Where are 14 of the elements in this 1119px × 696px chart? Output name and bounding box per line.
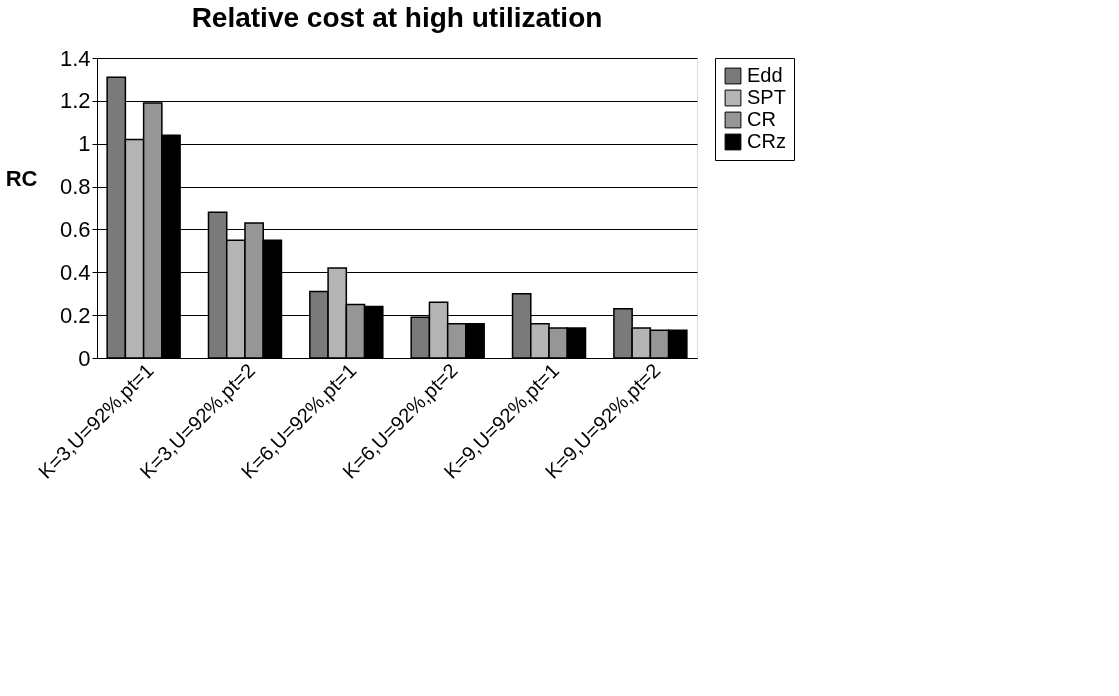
legend-label: CRz xyxy=(747,130,786,152)
y-tick-label: 1.2 xyxy=(59,88,91,114)
y-tick-label: 0 xyxy=(78,345,91,371)
legend-label: SPT xyxy=(747,86,786,108)
y-tick-label: 0.2 xyxy=(59,302,91,328)
y-tick-label: 0.4 xyxy=(59,259,91,285)
legend-label: CR xyxy=(747,108,776,130)
y-tick-label: 1.4 xyxy=(59,45,91,71)
chart-title: Relative cost at high utilization xyxy=(191,2,603,33)
y-tick-label: 0.6 xyxy=(59,216,91,242)
y-tick-label: 0.8 xyxy=(59,174,91,200)
legend-label: Edd xyxy=(747,64,783,86)
y-tick-label: 1 xyxy=(78,131,91,157)
y-axis-title: RC xyxy=(5,165,38,191)
